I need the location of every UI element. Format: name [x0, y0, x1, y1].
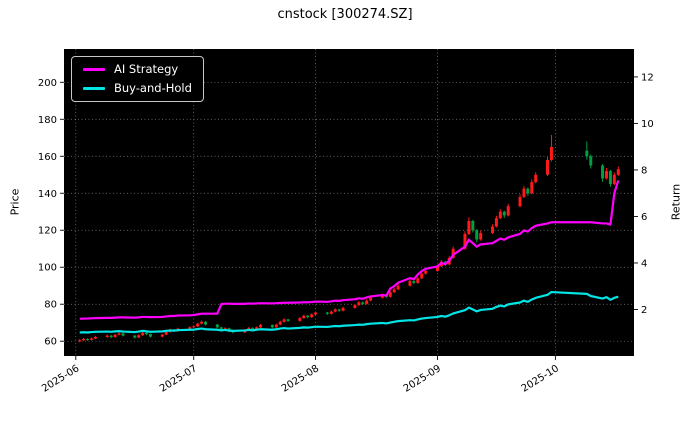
svg-text:160: 160 — [38, 152, 57, 163]
svg-text:180: 180 — [38, 115, 57, 126]
svg-text:60: 60 — [44, 337, 57, 348]
svg-text:2025-09: 2025-09 — [402, 363, 443, 394]
return-axis-label: Return — [669, 183, 683, 221]
svg-text:12: 12 — [641, 72, 654, 83]
svg-text:10: 10 — [641, 119, 654, 130]
svg-text:2025-06: 2025-06 — [40, 363, 81, 394]
svg-text:2025-10: 2025-10 — [520, 363, 561, 394]
legend-item-ai-strategy: AI Strategy — [83, 62, 192, 76]
svg-text:2025-07: 2025-07 — [158, 363, 199, 394]
svg-text:8: 8 — [641, 165, 647, 176]
legend-label-buy-and-hold: Buy-and-Hold — [114, 80, 192, 95]
svg-text:4: 4 — [641, 258, 647, 269]
legend-item-buy-and-hold: Buy-and-Hold — [83, 80, 192, 95]
svg-text:200: 200 — [38, 78, 57, 89]
ai-strategy-line-icon — [83, 68, 105, 72]
svg-text:100: 100 — [38, 263, 57, 274]
chart-legend: AI Strategy Buy-and-Hold — [71, 56, 204, 102]
svg-text:140: 140 — [38, 189, 57, 200]
svg-text:2: 2 — [641, 305, 647, 316]
legend-label-ai-strategy: AI Strategy — [114, 62, 179, 76]
svg-text:120: 120 — [38, 226, 57, 237]
chart-title: cnstock [300274.SZ] — [277, 7, 413, 22]
svg-text:80: 80 — [44, 300, 57, 311]
svg-text:2025-08: 2025-08 — [280, 363, 321, 394]
price-axis-label: Price — [8, 188, 22, 216]
buy-and-hold-line-icon — [83, 86, 105, 90]
svg-text:6: 6 — [641, 212, 647, 223]
